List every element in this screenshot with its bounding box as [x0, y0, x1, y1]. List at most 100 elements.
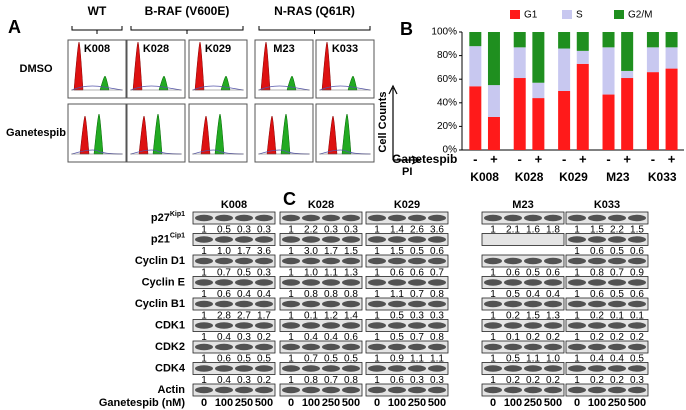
band — [524, 322, 542, 329]
cell-line-label: K033 — [594, 199, 620, 211]
quant-value: 1.4 — [344, 311, 358, 322]
quant-value: 1 — [288, 375, 294, 386]
quant-value: 0.2 — [526, 375, 540, 386]
quant-value: 1.1 — [410, 354, 424, 365]
quant-value: 0.3 — [630, 375, 644, 386]
blot-strip — [481, 319, 565, 332]
band — [342, 365, 360, 372]
band — [388, 257, 406, 265]
quant-value: 0.5 — [526, 268, 540, 279]
quant-value: 1 — [288, 354, 294, 365]
blot-strip — [279, 254, 363, 268]
band — [282, 236, 300, 243]
g1-peak — [138, 115, 149, 155]
quant-value: 1 — [574, 332, 580, 343]
bracket — [258, 26, 371, 34]
band — [428, 300, 446, 308]
quant-value: 0.5 — [630, 354, 644, 365]
band — [342, 279, 360, 286]
g2m-peak — [341, 113, 352, 155]
quant-value: 1.7 — [257, 311, 271, 322]
dose-label: 0 — [490, 397, 496, 409]
band — [608, 322, 626, 329]
x-tick-label: + — [668, 151, 676, 166]
quant-value: 0.3 — [237, 375, 251, 386]
blot-strip — [279, 319, 363, 332]
band — [484, 343, 502, 351]
band — [302, 279, 320, 286]
quant-value: 0.2 — [546, 375, 560, 386]
dose-label: 250 — [322, 397, 340, 409]
quant-value: 0.4 — [526, 289, 540, 300]
blot-strip — [365, 362, 449, 375]
dose-label: 100 — [504, 397, 522, 409]
blot-strip — [565, 340, 649, 354]
band — [342, 257, 360, 265]
band — [544, 214, 562, 222]
quant-value: 0.1 — [610, 311, 624, 322]
quant-value: 1.5 — [390, 246, 404, 257]
bar-segment — [469, 46, 482, 87]
band — [628, 365, 646, 372]
bar-segment — [602, 32, 615, 48]
bar-segment — [532, 32, 545, 83]
quant-value: 1 — [574, 289, 580, 300]
quant-value: 2.1 — [506, 225, 520, 236]
band — [408, 322, 426, 329]
band — [388, 365, 406, 372]
quant-value: 1 — [374, 354, 380, 365]
band — [428, 279, 446, 286]
band — [428, 214, 446, 222]
quant-value: 0.4 — [304, 332, 318, 343]
band — [408, 343, 426, 351]
band — [388, 343, 406, 351]
band — [255, 300, 273, 308]
quant-value: 0.6 — [430, 246, 444, 257]
cell-line-label: K008 — [221, 199, 247, 211]
band — [588, 365, 606, 372]
quant-value: 1.5 — [526, 311, 540, 322]
band — [628, 279, 646, 286]
dose-label: 500 — [628, 397, 646, 409]
band — [524, 343, 542, 351]
blot-strip — [481, 383, 565, 397]
band — [504, 279, 522, 286]
quant-value: 0.4 — [257, 289, 271, 300]
quant-value: 1.2 — [324, 311, 338, 322]
quant-value: 0.5 — [610, 289, 624, 300]
legend-swatch — [562, 10, 572, 19]
quant-value: 0.5 — [344, 354, 358, 365]
y-tick-label: 80% — [437, 50, 457, 61]
quant-value: 0.2 — [590, 375, 604, 386]
quant-value: 0.2 — [506, 375, 520, 386]
band — [255, 257, 273, 265]
protein-name: CDK4 — [155, 362, 186, 374]
quant-value: 0.6 — [506, 268, 520, 279]
bar-segment — [558, 48, 571, 91]
bar-segment — [621, 70, 634, 79]
band — [568, 279, 586, 286]
blot-strip — [565, 362, 649, 375]
band — [195, 343, 213, 351]
quant-value: 0.7 — [410, 332, 424, 343]
protein-label: Actin — [158, 384, 186, 396]
band — [282, 279, 300, 286]
band — [302, 322, 320, 329]
band — [235, 257, 253, 265]
blot-strip — [565, 254, 649, 268]
protein-label: p21Cip1 — [151, 232, 185, 245]
band — [322, 236, 340, 243]
quant-value: 0.4 — [546, 289, 560, 300]
band — [322, 386, 340, 394]
blot-strip — [192, 276, 276, 289]
band — [342, 343, 360, 351]
quant-value: 0.6 — [590, 289, 604, 300]
legend-label: S — [576, 10, 583, 21]
quant-value: 0.5 — [506, 289, 520, 300]
band — [282, 343, 300, 351]
band — [628, 343, 646, 351]
quant-value: 0.6 — [590, 246, 604, 257]
quant-value: 1.3 — [546, 311, 560, 322]
band — [195, 257, 213, 265]
band — [255, 236, 273, 243]
